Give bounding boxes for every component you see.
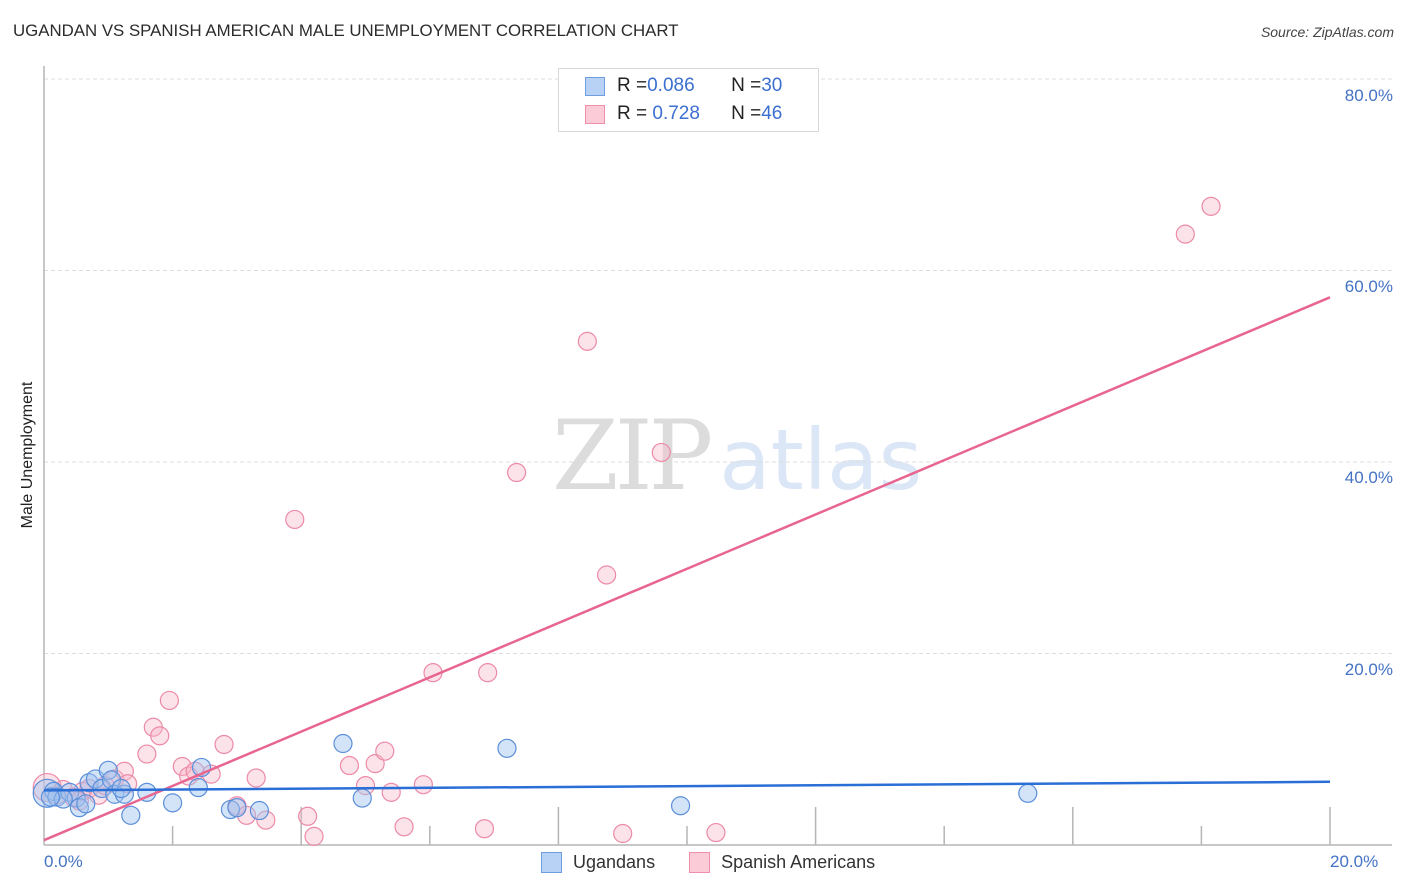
data-point: [352, 788, 372, 808]
data-point: [339, 755, 360, 776]
r-label: R =: [617, 75, 648, 96]
stats-legend: R = 0.086 N = 30 R = 0.728 N = 46: [558, 68, 819, 132]
data-point: [76, 794, 96, 814]
data-point: [381, 782, 401, 802]
data-point: [478, 663, 498, 683]
data-point: [670, 796, 691, 816]
data-point: [1201, 196, 1221, 216]
data-point: [651, 442, 671, 463]
data-point: [577, 331, 597, 351]
legend-label: Ugandans: [573, 852, 656, 872]
ugandans-swatch-icon: [585, 76, 605, 96]
data-point: [298, 806, 318, 826]
data-point: [333, 733, 353, 754]
legend-row-ugandans: R = 0.086 N = 30: [585, 75, 782, 97]
data-point: [256, 810, 276, 830]
r-label: R =: [617, 103, 648, 124]
legend-item-spanish-americans[interactable]: Spanish Americans: [689, 852, 875, 873]
ugandans-trend-line: [43, 780, 1331, 792]
axes: [43, 66, 1392, 846]
data-point: [150, 726, 170, 746]
legend-label: Spanish Americans: [721, 852, 876, 872]
data-point: [507, 462, 527, 483]
trend-lines: [43, 296, 1331, 842]
data-point: [121, 805, 141, 825]
spanish-americans-swatch-icon: [585, 104, 605, 124]
ugandans-points: [32, 733, 1038, 825]
n-label: N =: [731, 75, 762, 96]
data-point: [597, 565, 617, 585]
ugandans-swatch-icon: [541, 852, 562, 873]
x-tick-20: 20.0%: [1330, 852, 1379, 871]
data-point: [706, 822, 726, 843]
data-point: [159, 690, 179, 711]
data-point: [413, 775, 433, 795]
source-credit: Source: ZipAtlas.com: [1260, 24, 1394, 40]
series-legend: Ugandans Spanish Americans: [541, 852, 909, 873]
data-point: [497, 738, 517, 758]
data-point: [246, 768, 266, 788]
data-point: [163, 793, 183, 813]
data-point: [111, 778, 131, 799]
data-point: [188, 777, 208, 798]
chart-title: UGANDAN VS SPANISH AMERICAN MALE UNEMPLO…: [13, 21, 679, 40]
data-point: [375, 741, 395, 761]
data-point: [214, 734, 234, 755]
spanish-americans-trend-line: [43, 296, 1331, 842]
y-tick-40: 40.0%: [1344, 468, 1393, 487]
y-axis-label: Male Unemployment: [19, 381, 36, 529]
n-label: N =: [731, 103, 762, 124]
data-point: [355, 776, 376, 796]
data-point: [1175, 224, 1195, 244]
data-point: [137, 744, 157, 764]
spanish-americans-swatch-icon: [689, 852, 711, 873]
data-point: [394, 817, 414, 837]
data-point: [285, 509, 305, 530]
r-value: 0.728: [647, 103, 700, 124]
data-point: [613, 823, 633, 844]
spanish-americans-points: [32, 196, 1221, 846]
data-point: [172, 756, 192, 777]
n-value: 30: [761, 75, 783, 96]
data-point: [40, 787, 61, 807]
data-point: [1018, 783, 1038, 803]
data-point: [474, 819, 495, 839]
legend-item-ugandans[interactable]: Ugandans: [541, 852, 655, 873]
y-tick-20: 20.0%: [1344, 660, 1393, 679]
data-point: [249, 800, 270, 821]
x-tick-0: 0.0%: [44, 852, 83, 871]
legend-row-spanish-americans: R = 0.728 N = 46: [585, 103, 782, 125]
r-value: 0.086: [647, 75, 695, 96]
gridlines: [44, 78, 1392, 654]
data-point: [304, 826, 324, 846]
data-point: [227, 798, 247, 818]
y-tick-60: 60.0%: [1344, 277, 1393, 296]
y-tick-80: 80.0%: [1344, 86, 1393, 105]
n-value: 46: [761, 103, 783, 124]
